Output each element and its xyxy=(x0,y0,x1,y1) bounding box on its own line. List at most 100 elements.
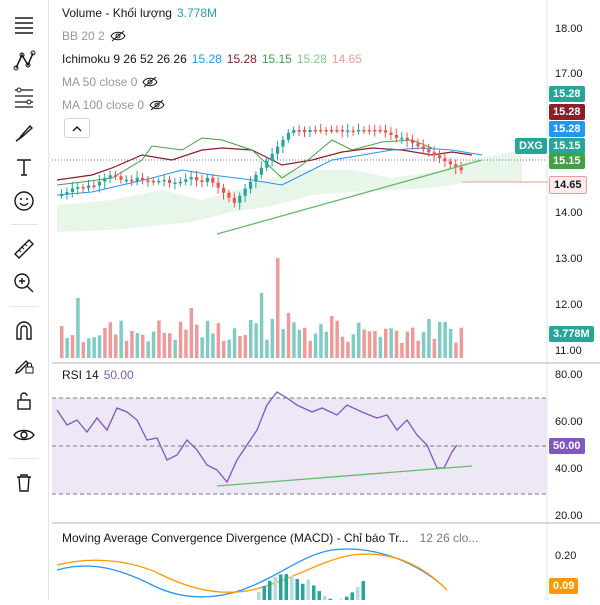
rsi-legend-label: RSI 14 xyxy=(62,368,99,382)
volume-bar xyxy=(449,329,453,358)
volume-bar xyxy=(141,335,145,358)
volume-bar xyxy=(222,341,226,358)
volume-legend[interactable]: Volume - Khối lượng 3.778M xyxy=(62,6,217,20)
bb-legend[interactable]: BB 20 2 xyxy=(62,29,126,43)
candle xyxy=(308,130,311,132)
rsi-axis-label: 40.00 xyxy=(555,463,583,475)
volume-bar xyxy=(260,293,264,358)
candle xyxy=(152,181,155,183)
zoom-in-icon[interactable] xyxy=(7,268,41,298)
candle xyxy=(227,193,230,198)
collapse-legend-button[interactable] xyxy=(64,118,90,138)
brush-tool-icon[interactable] xyxy=(7,118,41,148)
ichimoku-base-value: 15.28 xyxy=(227,52,257,66)
volume-bar xyxy=(65,338,69,358)
candle xyxy=(168,180,171,183)
volume-bar xyxy=(217,323,221,358)
candle xyxy=(211,178,214,183)
ma100-legend[interactable]: MA 100 close 0 xyxy=(62,98,165,112)
macd-pane-plot xyxy=(57,549,447,600)
volume-bar xyxy=(184,330,188,358)
volume-bar xyxy=(168,333,172,358)
ma50-legend-label: MA 50 close 0 xyxy=(62,75,137,89)
candle xyxy=(422,146,425,149)
candle xyxy=(298,130,301,132)
ichimoku-lagging-value: 15.15 xyxy=(262,52,292,66)
volume-bar xyxy=(206,321,210,358)
volume-bar xyxy=(173,340,177,358)
candle xyxy=(460,167,463,170)
macd-histogram-bar xyxy=(356,587,360,600)
volume-bar xyxy=(438,322,442,358)
hidden-eye-icon[interactable] xyxy=(110,30,126,42)
rsi-pane-plot xyxy=(52,392,547,494)
price-axis-label: 13.00 xyxy=(555,253,583,265)
macd-legend[interactable]: Moving Average Convergence Divergence (M… xyxy=(62,531,542,545)
lock-icon[interactable] xyxy=(7,386,41,416)
candle xyxy=(319,130,322,132)
text-tool-icon[interactable] xyxy=(7,152,41,182)
volume-bar xyxy=(249,320,253,358)
volume-bar xyxy=(163,333,167,358)
fib-tool-icon[interactable] xyxy=(7,82,41,112)
chart-area[interactable]: Volume - Khối lượng 3.778M BB 20 2 Ichim… xyxy=(52,0,600,600)
rsi-axis-label: 80.00 xyxy=(555,369,583,381)
volume-bar xyxy=(146,341,150,358)
chart-canvas[interactable] xyxy=(52,0,600,600)
candle xyxy=(368,130,371,132)
volume-bar xyxy=(454,343,458,358)
candle xyxy=(265,161,268,168)
volume-tag: 3.778M xyxy=(549,326,594,342)
rsi-legend[interactable]: RSI 14 50.00 xyxy=(62,368,134,382)
trash-icon[interactable] xyxy=(7,468,41,498)
emoji-icon[interactable] xyxy=(7,186,41,216)
candle xyxy=(173,183,176,185)
volume-legend-value: 3.778M xyxy=(177,6,217,20)
price-axis-label: 18.00 xyxy=(555,23,583,35)
volume-bar xyxy=(325,332,329,358)
candle xyxy=(92,186,95,188)
macd-histogram-bar xyxy=(296,579,300,600)
volume-bar xyxy=(103,328,107,358)
macd-histogram-bar xyxy=(274,577,278,600)
volume-bar xyxy=(319,324,323,358)
ichimoku-cloud-area xyxy=(57,150,522,232)
volume-legend-label: Volume - Khối lượng xyxy=(62,6,172,20)
candle xyxy=(292,130,295,133)
hidden-eye-icon[interactable] xyxy=(142,76,158,88)
volume-bar xyxy=(227,340,231,358)
lock-drawing-icon[interactable] xyxy=(7,350,41,380)
candle xyxy=(98,182,101,186)
candle xyxy=(433,152,436,155)
macd-histogram-bar xyxy=(263,586,267,600)
rsi-value-tag: 50.00 xyxy=(549,438,585,454)
macd-value-tag: 0.09 xyxy=(549,578,578,594)
magnet-icon[interactable] xyxy=(7,316,41,346)
price-tag: 14.65 xyxy=(549,176,587,194)
price-tag: 15.15 xyxy=(549,153,585,169)
eye-icon[interactable] xyxy=(7,420,41,450)
volume-bar xyxy=(433,339,437,358)
candle xyxy=(109,175,112,178)
candle xyxy=(82,187,85,189)
volume-bar xyxy=(335,321,339,358)
candle xyxy=(119,176,122,179)
candle xyxy=(195,177,198,180)
price-tag: 15.28 xyxy=(549,121,585,137)
volume-bar xyxy=(271,319,275,358)
volume-bar xyxy=(292,322,296,358)
candle xyxy=(303,130,306,132)
menu-lines-icon[interactable] xyxy=(7,10,41,40)
ma50-legend[interactable]: MA 50 close 0 xyxy=(62,75,158,89)
ichimoku-legend[interactable]: Ichimoku 9 26 52 26 26 15.28 15.28 15.15… xyxy=(62,52,362,66)
candle xyxy=(163,180,166,182)
candle xyxy=(103,178,106,181)
candle xyxy=(179,182,182,184)
ruler-icon[interactable] xyxy=(7,234,41,264)
candle xyxy=(76,187,79,189)
volume-bar xyxy=(281,329,285,358)
price-tag: 15.28 xyxy=(549,86,585,102)
trend-line-tool-icon[interactable] xyxy=(7,46,41,76)
hidden-eye-icon[interactable] xyxy=(149,99,165,111)
volume-bar xyxy=(379,337,383,358)
